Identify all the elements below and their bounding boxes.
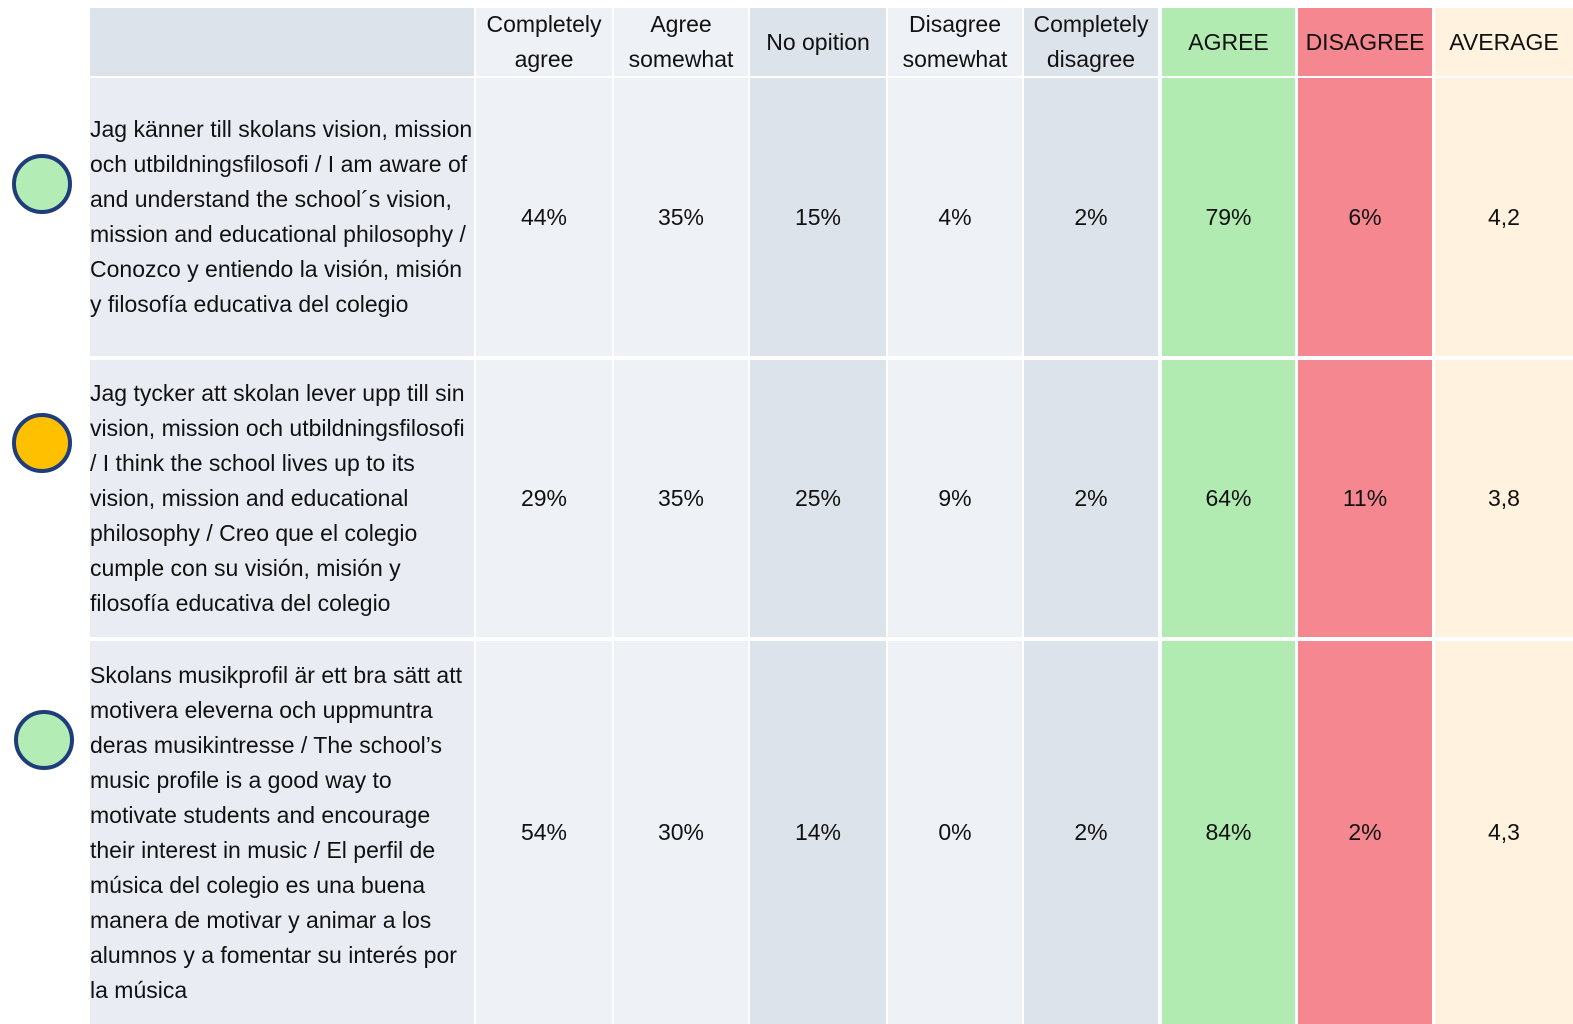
value-cell: 4,3	[1435, 641, 1573, 1024]
question-cell: Jag tycker att skolan lever upp till sin…	[90, 360, 474, 637]
value-cell: 25%	[750, 360, 886, 637]
value-cell: 4%	[888, 78, 1022, 356]
header-cell: No opition	[750, 8, 886, 76]
status-indicator	[12, 413, 72, 473]
value-cell: 9%	[888, 360, 1022, 637]
header-cell: Completely agree	[476, 8, 612, 76]
value-cell: 44%	[476, 78, 612, 356]
header-cell: Completely disagree	[1024, 8, 1158, 76]
question-cell: Skolans musikprofil är ett bra sätt att …	[90, 641, 474, 1024]
value-cell: 2%	[1024, 78, 1158, 356]
value-cell: 2%	[1298, 641, 1432, 1024]
value-cell: 11%	[1298, 360, 1432, 637]
header-cell: AGREE	[1162, 8, 1295, 76]
value-cell: 35%	[614, 360, 748, 637]
value-cell: 15%	[750, 78, 886, 356]
header-cell: DISAGREE	[1298, 8, 1432, 76]
value-cell: 2%	[1024, 641, 1158, 1024]
value-cell: 29%	[476, 360, 612, 637]
status-indicator	[12, 154, 72, 214]
value-cell: 4,2	[1435, 78, 1573, 356]
value-cell: 0%	[888, 641, 1022, 1024]
question-cell: Jag känner till skolans vision, mission …	[90, 78, 474, 356]
header-cell	[90, 8, 474, 76]
value-cell: 35%	[614, 78, 748, 356]
value-cell: 2%	[1024, 360, 1158, 637]
value-cell: 6%	[1298, 78, 1432, 356]
value-cell: 64%	[1162, 360, 1295, 637]
header-cell: AVERAGE	[1435, 8, 1573, 76]
status-indicator	[14, 710, 74, 770]
value-cell: 84%	[1162, 641, 1295, 1024]
value-cell: 14%	[750, 641, 886, 1024]
header-cell: Agree somewhat	[614, 8, 748, 76]
value-cell: 30%	[614, 641, 748, 1024]
value-cell: 54%	[476, 641, 612, 1024]
header-cell: Disagree somewhat	[888, 8, 1022, 76]
value-cell: 79%	[1162, 78, 1295, 356]
value-cell: 3,8	[1435, 360, 1573, 637]
